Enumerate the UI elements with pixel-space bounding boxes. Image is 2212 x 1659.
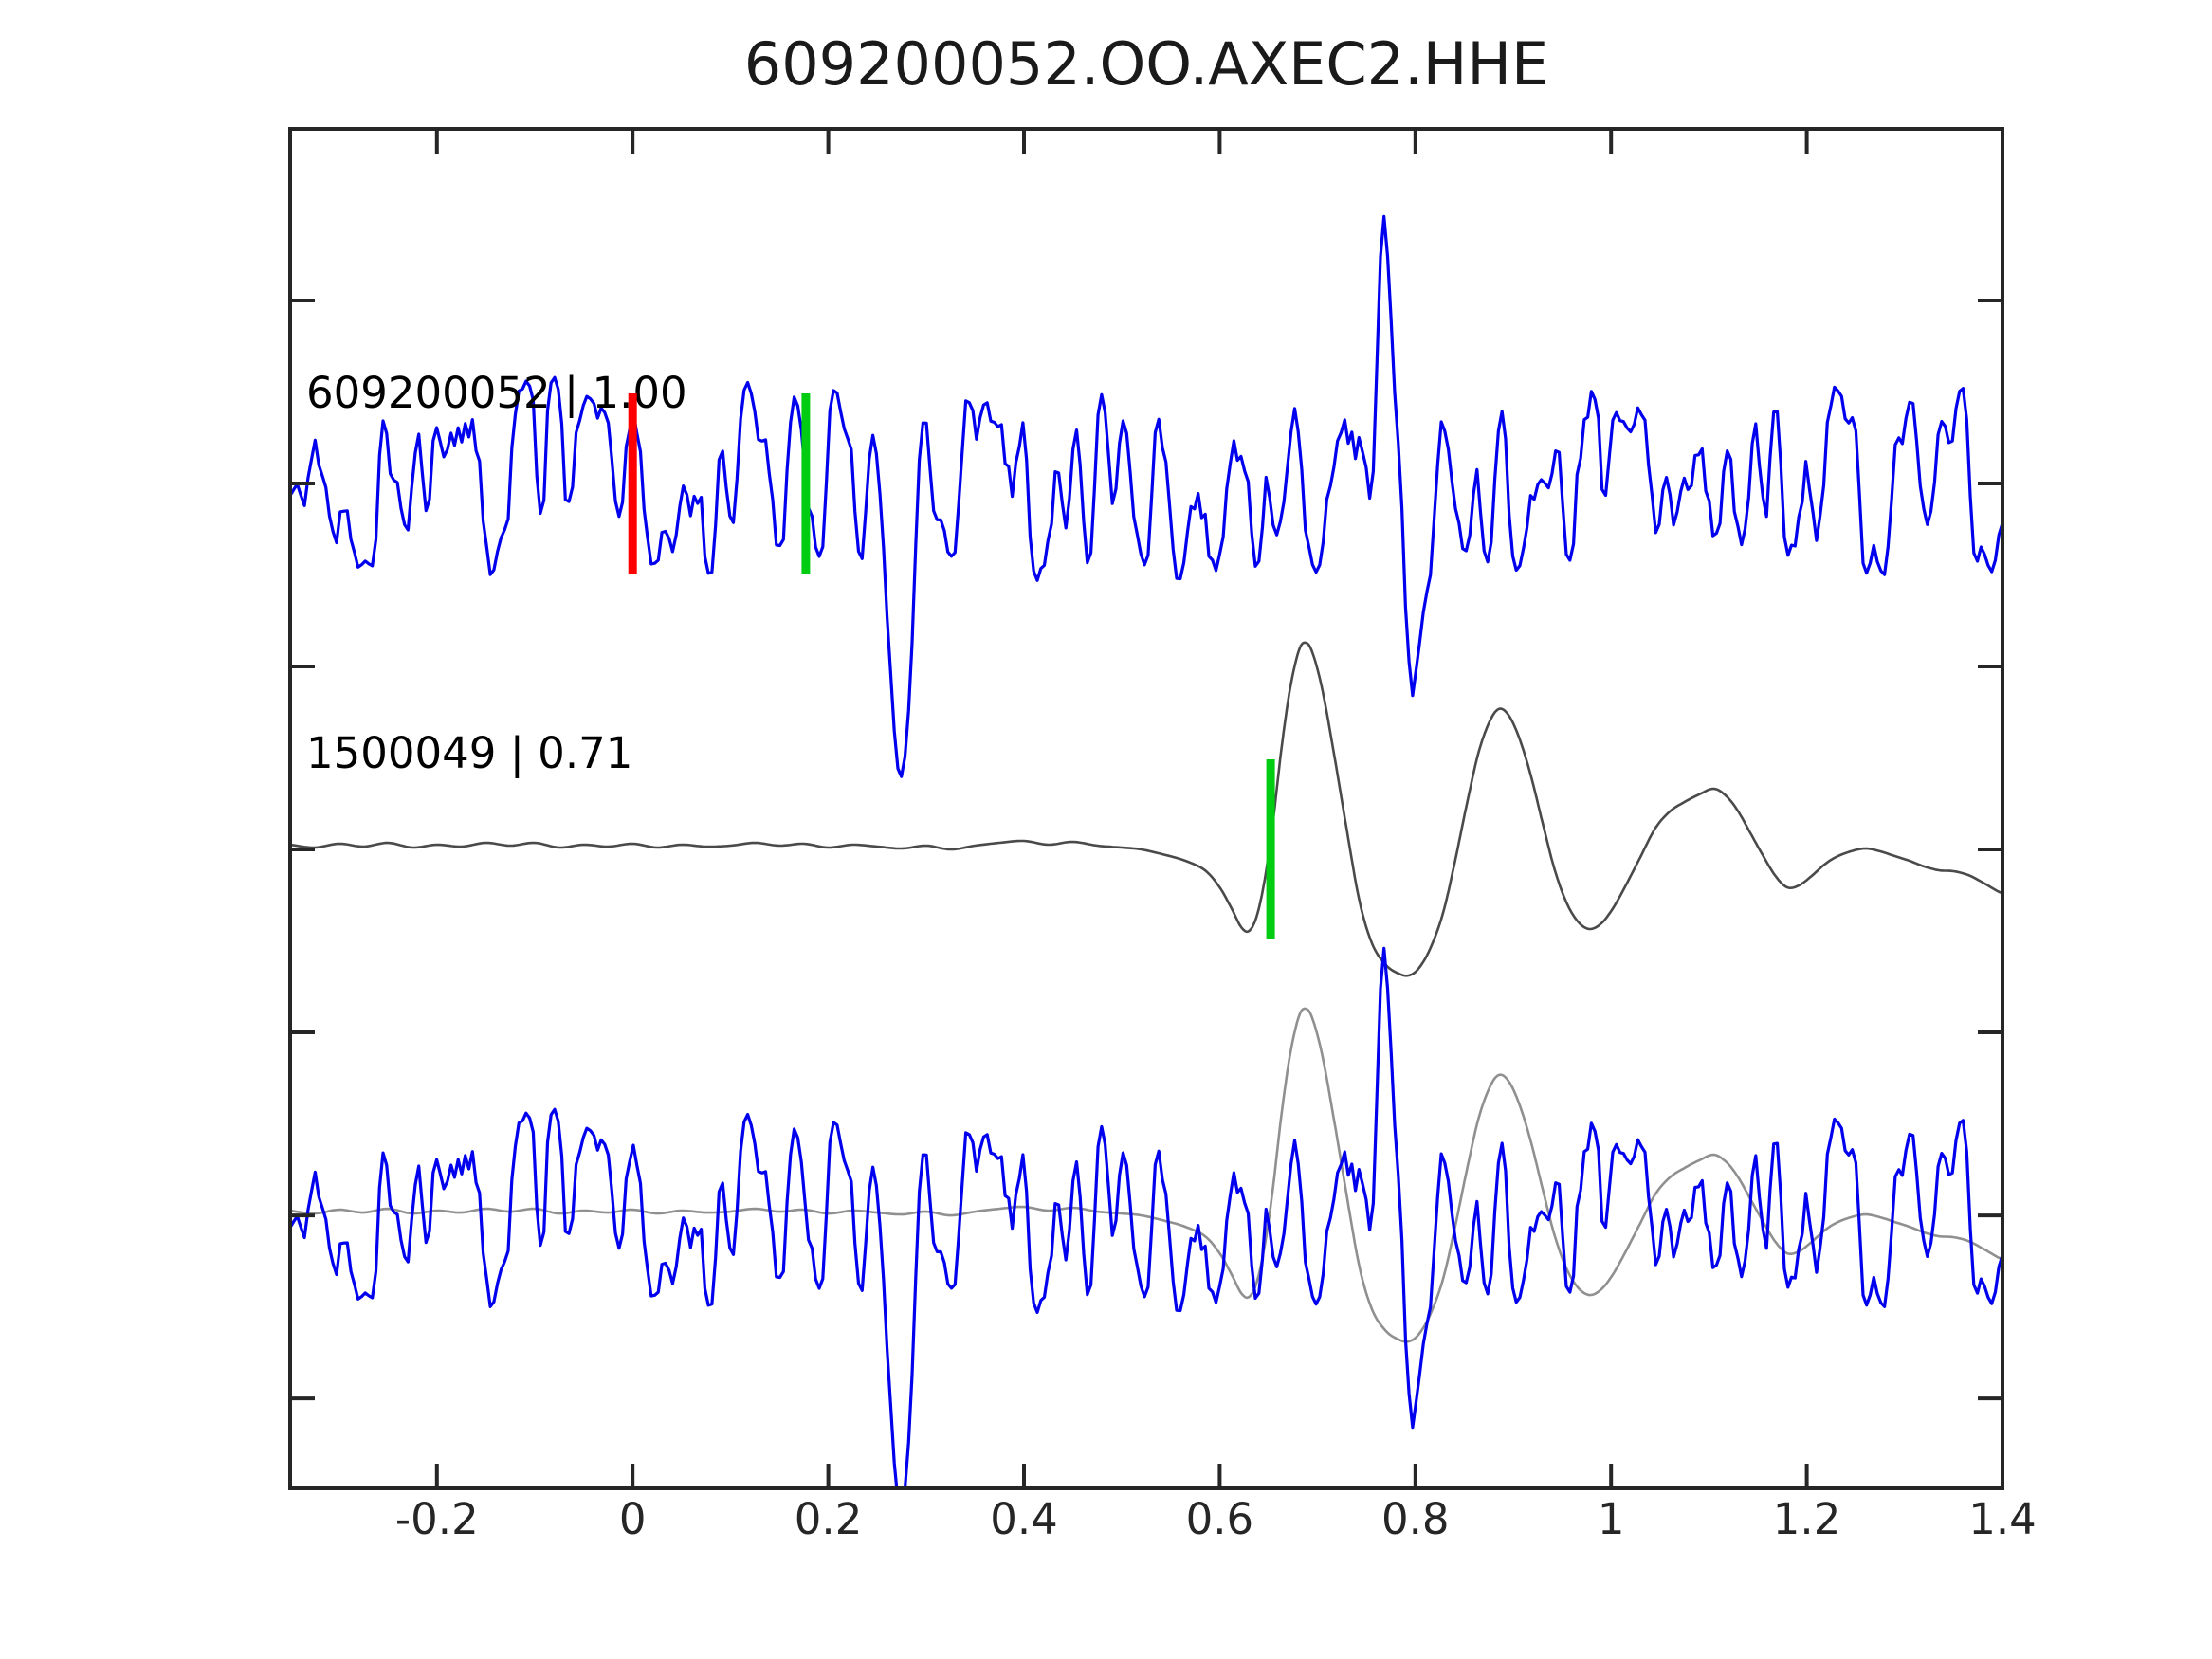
x-tick-labels-group: -0.2 0 0.2 0.4 0.6 0.8 1 1.2 1.4	[395, 1494, 2037, 1544]
trace2-label: 1500049 | 0.71	[306, 728, 632, 778]
plot-border	[288, 127, 2004, 1490]
x-tick-label: 0.4	[990, 1494, 1058, 1544]
x-tick-label: 0.2	[795, 1494, 863, 1544]
trace1-label: 609200052 | 1.00	[306, 368, 687, 418]
x-tick-label: 1.4	[1968, 1494, 2037, 1544]
x-tick-label: 1.2	[1773, 1494, 1841, 1544]
x-tick-label: -0.2	[395, 1494, 479, 1544]
x-tick-label: 0.6	[1186, 1494, 1254, 1544]
trace-lines-group	[290, 214, 2002, 1488]
axes-group	[288, 127, 2004, 1490]
pick-markers-group	[628, 392, 1275, 940]
x-tick-label: 0.8	[1381, 1494, 1450, 1544]
trace-609200052	[290, 214, 2002, 778]
trace-1500049	[290, 641, 2002, 977]
overlay-noise	[290, 946, 2002, 1488]
x-tick-label: 0	[619, 1494, 647, 1544]
figure-title: 609200052.OO.AXEC2.HHE	[744, 29, 1548, 99]
x-tick-label: 1	[1598, 1494, 1625, 1544]
